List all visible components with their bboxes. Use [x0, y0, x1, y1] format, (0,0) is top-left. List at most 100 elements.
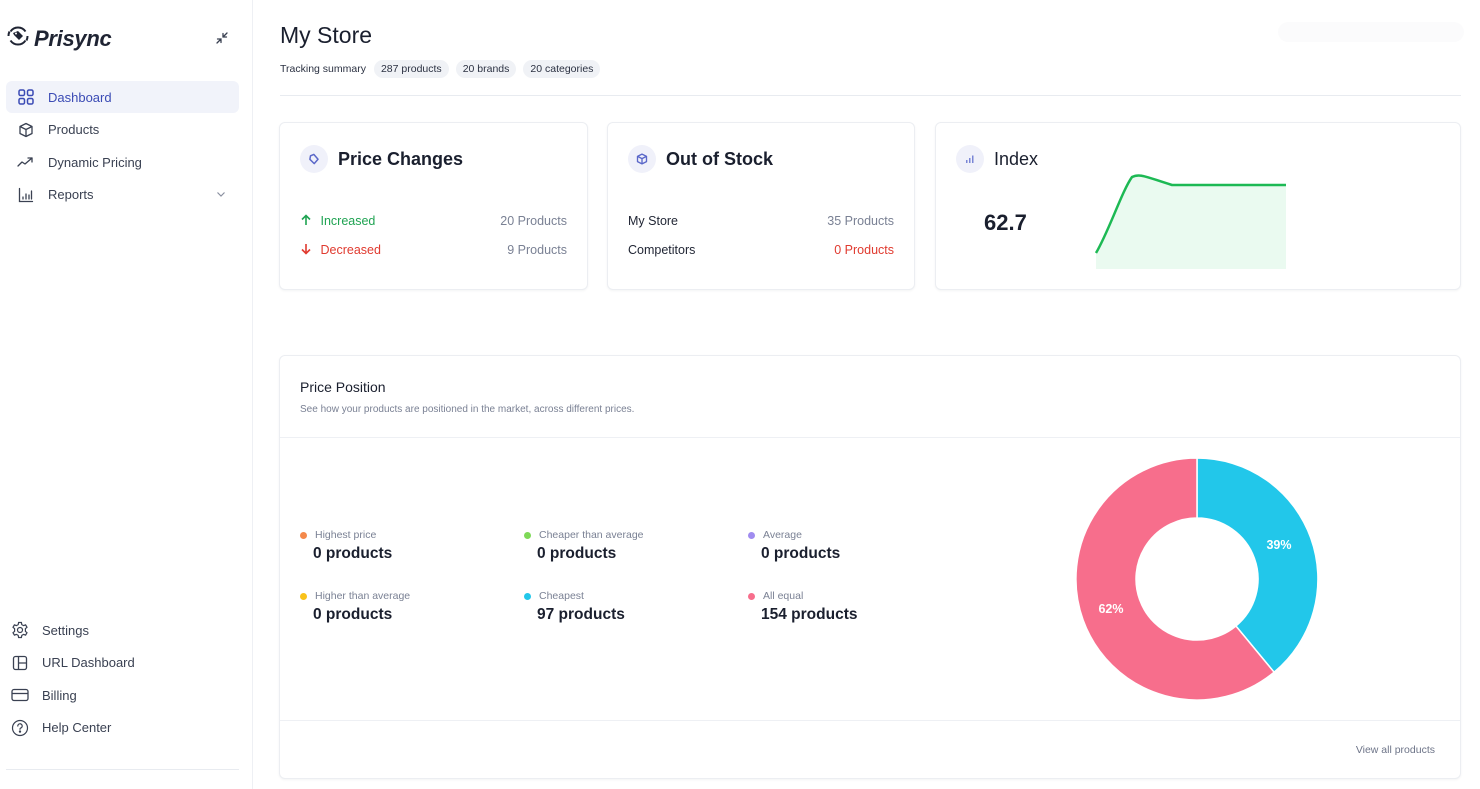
collapse-sidebar-button[interactable] [212, 28, 232, 48]
decreased-value: 9 Products [507, 243, 567, 257]
my-store-label: My Store [628, 214, 679, 228]
price-tag-icon [300, 145, 328, 173]
index-sparkline [1094, 174, 1286, 269]
tracking-summary: Tracking summary 287 products 20 brands … [280, 60, 601, 78]
price-position-title: Price Position [300, 379, 386, 395]
my-store-row[interactable]: My Store 35 Products [628, 214, 894, 228]
price-changes-card[interactable]: Price Changes Increased 20 Products Decr… [279, 122, 588, 290]
card-header: Out of Stock [628, 145, 773, 173]
sidebar-item-dashboard[interactable]: Dashboard [6, 81, 239, 113]
legend-value: 154 products [761, 606, 858, 623]
index-value: 62.7 [984, 210, 1027, 235]
main-nav: Dashboard Products Dynamic Pricing [6, 81, 239, 211]
brands-count-chip: 20 brands [455, 60, 517, 78]
increased-value: 20 Products [500, 214, 567, 228]
prisync-logo-icon [6, 24, 30, 53]
sidebar-item-label: Dashboard [48, 89, 112, 105]
sidebar-item-help-center[interactable]: Help Center [6, 712, 239, 744]
card-title: Index [994, 148, 1039, 169]
gear-icon [10, 620, 30, 640]
sidebar-item-label: Billing [42, 687, 77, 703]
decreased-label: Decreased [300, 243, 381, 257]
sidebar-item-label: Settings [42, 622, 89, 638]
bar-chart-icon [956, 145, 984, 173]
brand-name: Prisync [34, 25, 112, 51]
secondary-nav: Settings URL Dashboard Billing [6, 614, 239, 744]
price-position-subtitle: See how your products are positioned in … [300, 404, 635, 415]
legend-dot [524, 531, 531, 539]
donut-slice-cheapest[interactable] [1196, 457, 1319, 674]
header-divider [280, 95, 1461, 96]
footer-divider [280, 720, 1460, 721]
section-divider [280, 437, 1460, 438]
card-title: Price Changes [338, 148, 464, 169]
my-store-value: 35 Products [827, 214, 894, 228]
legend-dot [300, 592, 307, 600]
help-circle-icon [10, 718, 30, 738]
arrow-up-icon [300, 214, 320, 228]
box-icon [16, 120, 36, 140]
out-of-stock-card[interactable]: Out of Stock My Store 35 Products Compet… [607, 122, 915, 290]
legend-dot [748, 531, 755, 539]
competitors-value: 0 Products [834, 243, 894, 257]
legend-value: 0 products [313, 545, 393, 562]
products-count-chip: 287 products [373, 60, 449, 78]
legend-highest-price: Highest price 0 products [300, 529, 500, 563]
legend-cheapest: Cheapest 97 products [524, 590, 724, 624]
sidebar-item-label: Dynamic Pricing [48, 154, 142, 170]
logo[interactable]: Prisync [6, 24, 112, 53]
collapse-arrows-icon [212, 32, 232, 52]
increased-row[interactable]: Increased 20 Products [300, 214, 567, 228]
sidebar-item-billing[interactable]: Billing [6, 679, 239, 711]
legend-value: 0 products [761, 545, 841, 562]
sidebar-item-label: Reports [48, 187, 94, 202]
legend-all-equal: All equal 154 products [748, 590, 948, 624]
bar-chart-icon [16, 185, 36, 205]
legend-dot [524, 592, 531, 600]
trend-up-icon [16, 152, 36, 172]
card-title: Out of Stock [666, 148, 773, 169]
legend-cheaper-than-average: Cheaper than average 0 products [524, 529, 724, 563]
layout-icon [10, 653, 30, 673]
sidebar-item-url-dashboard[interactable]: URL Dashboard [6, 647, 239, 679]
sidebar-item-label: Help Center [42, 720, 112, 735]
sidebar-item-label: Products [48, 122, 100, 137]
legend-value: 0 products [537, 545, 617, 562]
categories-count-chip: 20 categories [523, 60, 601, 78]
legend-dot [748, 592, 755, 600]
sidebar-item-label: URL Dashboard [42, 655, 135, 670]
sidebar-item-settings[interactable]: Settings [6, 614, 239, 646]
donut-slice-all-equal[interactable] [1075, 457, 1276, 701]
sidebar: Prisync Dashboard [0, 0, 253, 789]
increased-label: Increased [300, 214, 375, 228]
card-header: Index [956, 145, 1038, 173]
view-all-products-link[interactable]: View all products [1355, 744, 1435, 756]
sidebar-item-reports[interactable]: Reports [6, 179, 239, 211]
sidebar-item-products[interactable]: Products [6, 114, 239, 146]
sidebar-divider [6, 769, 239, 770]
price-position-card: Price Position See how your products are… [279, 355, 1461, 779]
tracking-summary-label: Tracking summary [280, 63, 366, 75]
donut-label-all-equal: 62% [1098, 602, 1123, 616]
legend-higher-than-average: Higher than average 0 products [300, 590, 500, 624]
legend-dot [300, 531, 307, 539]
legend-value: 97 products [537, 606, 625, 623]
legend-value: 0 products [313, 606, 393, 623]
header-placeholder-pill [1278, 22, 1464, 42]
page-title: My Store [280, 22, 373, 48]
sidebar-item-dynamic-pricing[interactable]: Dynamic Pricing [6, 146, 239, 178]
arrow-down-icon [300, 243, 320, 257]
donut-label-cheapest: 39% [1266, 538, 1291, 552]
card-header: Price Changes [300, 145, 463, 173]
index-card[interactable]: Index 62.7 [935, 122, 1461, 290]
credit-card-icon [10, 685, 30, 705]
price-position-donut-chart[interactable]: 39% 62% [1075, 457, 1319, 701]
decreased-row[interactable]: Decreased 9 Products [300, 243, 567, 257]
competitors-label: Competitors [628, 243, 696, 257]
chevron-down-icon[interactable] [215, 188, 227, 200]
legend-average: Average 0 products [748, 529, 948, 563]
box-icon [628, 145, 656, 173]
grid-icon [16, 87, 36, 107]
competitors-row[interactable]: Competitors 0 Products [628, 243, 894, 257]
